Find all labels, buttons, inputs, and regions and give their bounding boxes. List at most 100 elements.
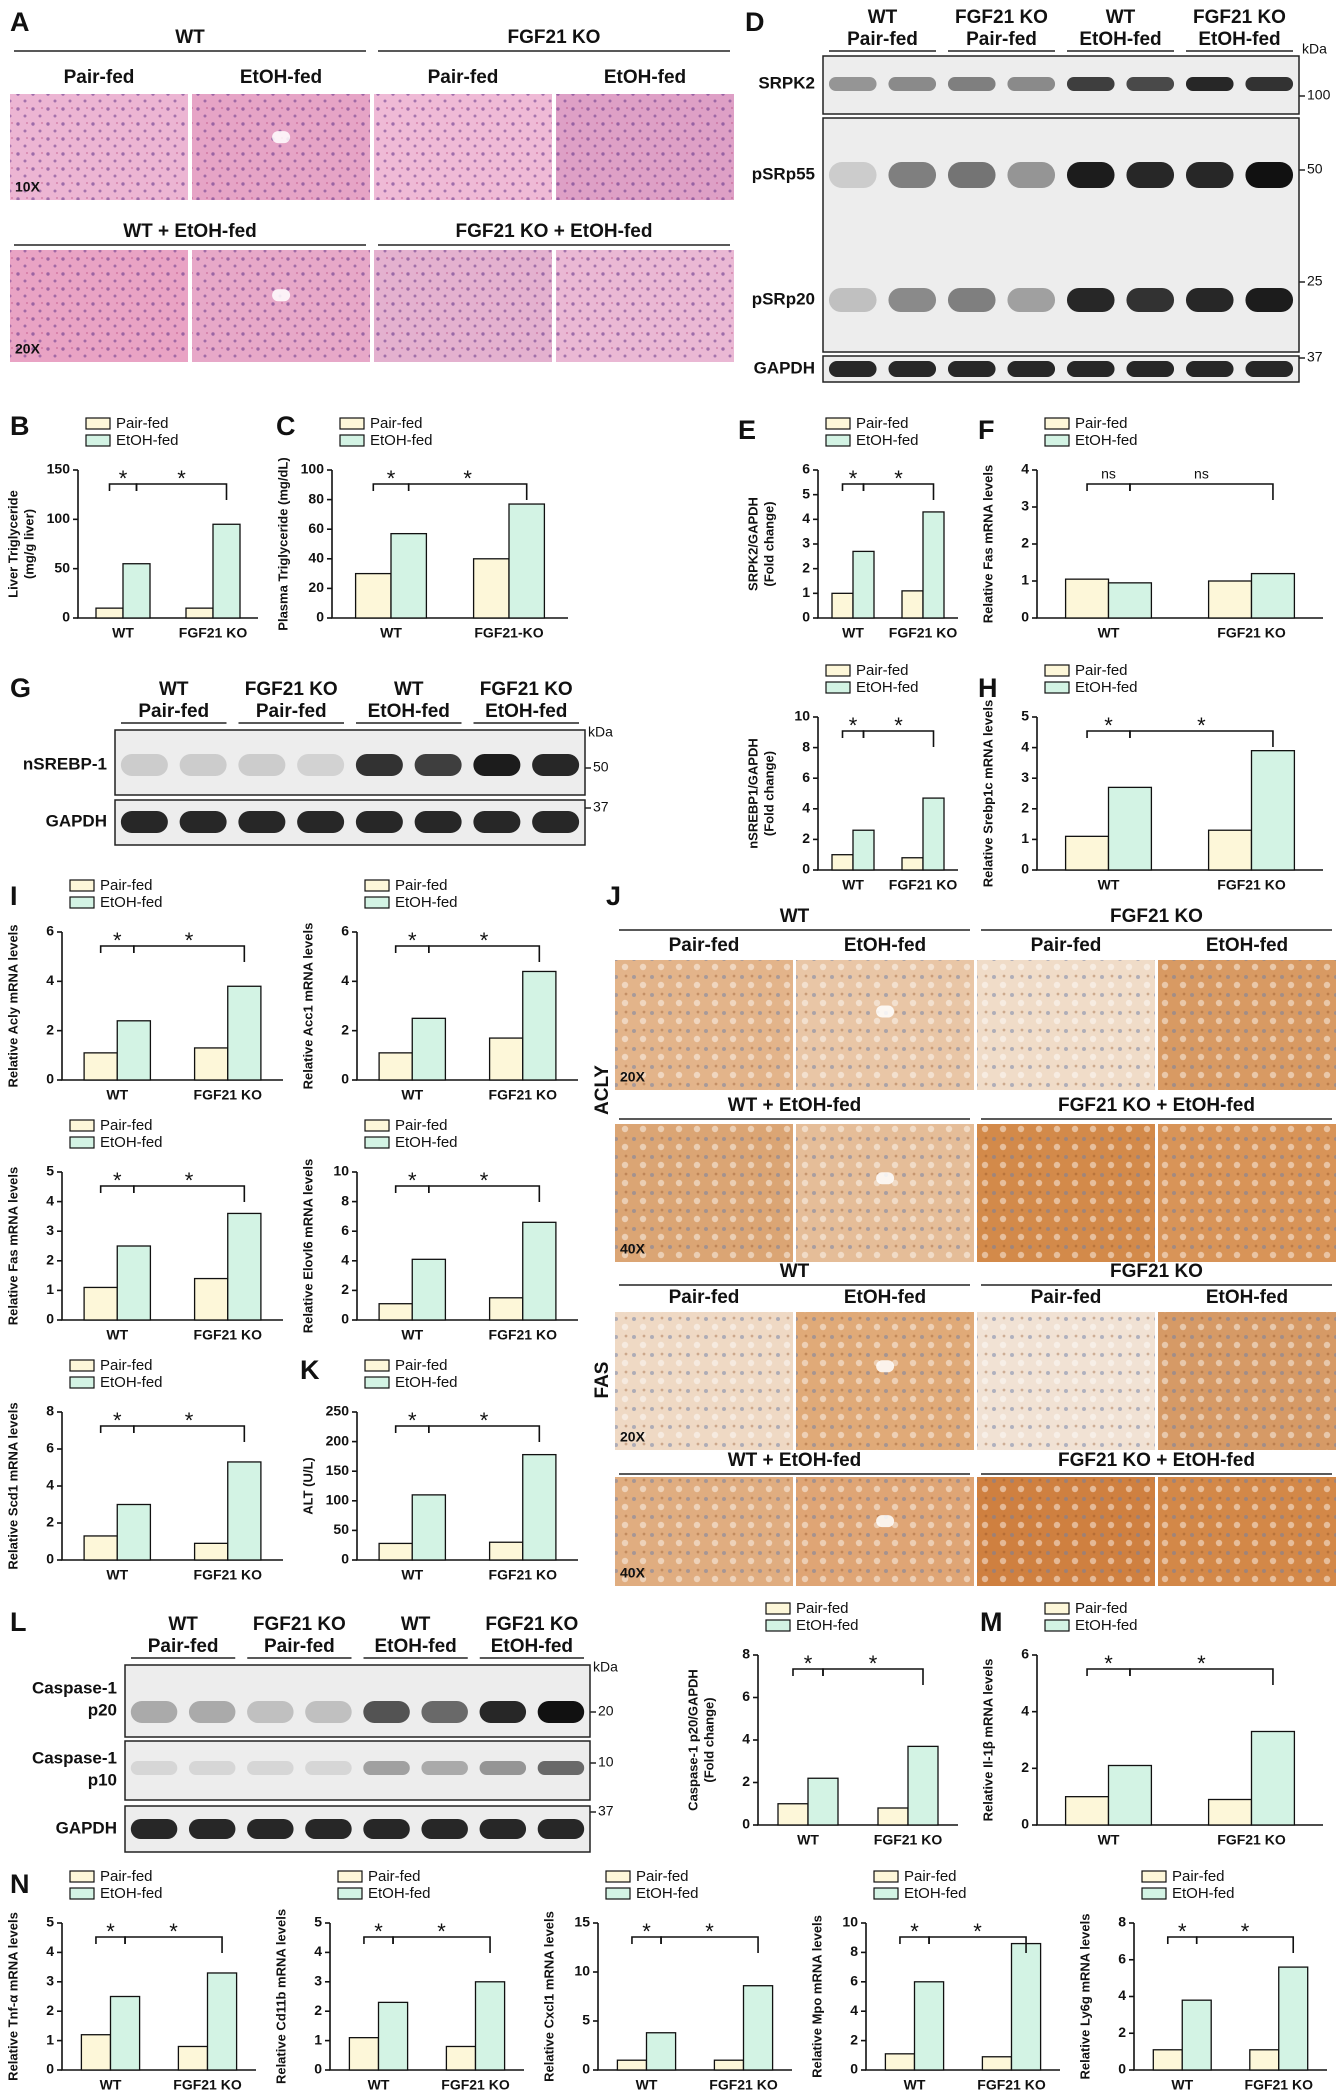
bar	[354, 572, 392, 619]
band	[1245, 162, 1294, 188]
column-label: Pair-fed	[64, 67, 135, 88]
y-tick-label: 4	[850, 2002, 858, 2018]
tissue-texture	[10, 250, 188, 362]
y-tick-label: 4	[46, 972, 54, 988]
group-label: FGF21 KO + EtOH-fed	[1058, 1450, 1255, 1471]
band	[828, 77, 877, 91]
significance-label: *	[463, 466, 472, 491]
y-axis-label: Relative Il-1β mRNA levels	[980, 1659, 995, 1822]
band	[120, 811, 168, 833]
band	[537, 1819, 585, 1839]
band	[1126, 162, 1175, 188]
bar	[122, 563, 151, 619]
bar	[116, 1020, 152, 1081]
bar	[193, 1047, 229, 1081]
x-tick-label: FGF21 KO	[179, 625, 248, 641]
vessel	[272, 131, 291, 144]
group-label: WT	[175, 27, 205, 48]
marker-label: 50	[593, 759, 609, 775]
significance-label: *	[849, 466, 858, 491]
lane-group-label: Pair-fed	[138, 701, 209, 722]
significance-label: *	[1197, 713, 1206, 738]
tissue-texture	[192, 94, 370, 200]
band	[947, 288, 996, 312]
y-tick-label: 3	[802, 535, 810, 551]
legend-label: EtOH-fed	[370, 432, 433, 449]
tissue-texture	[10, 94, 188, 200]
significance-label: *	[1104, 713, 1113, 738]
bar	[645, 2032, 677, 2071]
bar	[907, 1745, 939, 1826]
y-tick-label: 0	[46, 1551, 54, 1567]
legend-swatch	[364, 1376, 390, 1389]
bar	[348, 2037, 380, 2071]
bar	[116, 1245, 152, 1321]
bar	[83, 1286, 118, 1321]
band	[1007, 77, 1056, 91]
significance-label: *	[804, 1651, 813, 1676]
band	[305, 1701, 352, 1723]
y-tick-label: 3	[46, 1973, 54, 1989]
bar	[206, 1972, 238, 2071]
lane-group-label: EtOH-fed	[368, 701, 450, 722]
y-tick-label: 0	[62, 609, 70, 625]
bar	[193, 1277, 229, 1321]
y-tick-label: 2	[1118, 2024, 1126, 2040]
legend-swatch	[825, 681, 851, 694]
significance-label: *	[480, 1408, 489, 1433]
y-tick-label: 0	[1021, 609, 1029, 625]
significance-label: *	[106, 1919, 115, 1944]
magnification: 40X	[620, 1565, 646, 1581]
legend-label: EtOH-fed	[368, 1885, 431, 1902]
x-tick-label: WT	[380, 625, 402, 641]
significance-bracket	[133, 1185, 246, 1202]
legend-label: EtOH-fed	[395, 1374, 458, 1391]
lane-group-label: WT	[159, 679, 189, 700]
y-tick-label: 1	[46, 2031, 54, 2047]
band	[1245, 77, 1294, 91]
panel-letter: H	[978, 673, 998, 703]
tissue-texture	[796, 960, 974, 1090]
stain-label: ACLY	[592, 1065, 613, 1115]
y-tick-label: 6	[46, 923, 54, 939]
lane-group-label: Pair-fed	[256, 701, 327, 722]
bar	[378, 1052, 413, 1081]
legend-label: Pair-fed	[636, 1868, 689, 1885]
bar	[1207, 1798, 1253, 1826]
bar	[193, 1542, 229, 1561]
band	[1066, 77, 1115, 91]
y-tick-label: 5	[46, 1163, 54, 1179]
y-axis-label: Plasma Triglyceride (mg/dL)	[275, 457, 290, 630]
band	[130, 1761, 178, 1775]
band	[1245, 288, 1294, 312]
legend-label: Pair-fed	[856, 415, 909, 432]
significance-bracket	[1086, 483, 1131, 491]
lane-group-label: EtOH-fed	[485, 701, 567, 722]
y-tick-label: 0	[314, 2061, 322, 2077]
bar	[227, 1461, 262, 1561]
significance-label: ns	[1101, 466, 1116, 482]
x-tick-label: WT	[106, 1087, 128, 1103]
y-tick-label: 3	[1021, 769, 1029, 785]
legend-swatch	[1044, 434, 1070, 447]
significance-label: *	[480, 928, 489, 953]
band	[238, 811, 286, 833]
significance-label: *	[705, 1919, 714, 1944]
x-tick-label: FGF21 KO	[489, 1327, 558, 1343]
y-tick-label: 0	[1021, 861, 1029, 877]
legend-label: EtOH-fed	[100, 894, 163, 911]
y-tick-label: 5	[1021, 708, 1029, 724]
significance-label: *	[894, 466, 903, 491]
band	[947, 162, 996, 188]
blot-row-label: nSREBP-1	[23, 754, 107, 773]
tissue-texture	[977, 1477, 1155, 1586]
significance-label: *	[185, 1408, 194, 1433]
y-tick-label: 40	[308, 550, 324, 566]
bar	[83, 1535, 118, 1561]
legend-swatch	[85, 434, 111, 447]
group-label: WT	[780, 906, 810, 927]
bar	[1181, 1999, 1212, 2071]
legend-label: EtOH-fed	[636, 1885, 699, 1902]
y-axis-label: (Fold change)	[761, 751, 776, 836]
y-tick-label: 4	[46, 1943, 54, 1959]
